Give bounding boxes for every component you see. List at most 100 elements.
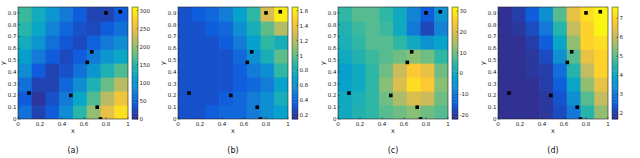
y-tick (498, 12, 500, 13)
colorbar-tick-label: 20 (460, 29, 467, 35)
heat-cell (261, 49, 275, 64)
colorbar-slice (612, 94, 618, 97)
colorbar-tick (457, 73, 459, 74)
heat-cell (219, 21, 233, 36)
heat-cell (247, 105, 261, 119)
heat-cell (421, 7, 435, 22)
heat-cell (393, 7, 407, 22)
y-tick-label: 0.5 (8, 57, 17, 63)
colorbar-slice (132, 74, 138, 77)
colorbar-slice (132, 88, 138, 91)
colorbar-slice (132, 10, 138, 13)
y-tick-label: 0.6 (488, 45, 497, 51)
y-tick-label: 0.8 (328, 22, 337, 28)
colorbar-tick-label: 5 (620, 53, 624, 59)
x-tick (40, 117, 41, 119)
x-tick (222, 117, 223, 119)
y-axis-label: y (159, 61, 167, 65)
heat-cell (498, 21, 512, 36)
colorbar-tick-label: 0 (140, 116, 144, 122)
colorbar-slice (452, 41, 458, 44)
colorbar-tick-label: 200 (140, 44, 151, 50)
colorbar-tick-label: 250 (140, 26, 151, 32)
heat-cell (366, 21, 380, 36)
colorbar-slice (452, 91, 458, 94)
colorbar-slice (612, 21, 618, 24)
heat-cell (421, 35, 435, 50)
caption: (d) (547, 146, 558, 155)
y-tick (178, 71, 180, 72)
heat-cell (553, 105, 567, 119)
x-tick-label: 0.6 (400, 121, 409, 127)
colorbar-slice (132, 108, 138, 111)
colorbar-slice (292, 55, 298, 58)
y-tick (338, 107, 340, 108)
x-tick (128, 117, 129, 119)
y-axis-label: y (0, 61, 7, 65)
heat-cell (526, 77, 540, 92)
heat-cell (192, 21, 206, 36)
x-tick (288, 117, 289, 119)
colorbar-tick-label: 1.6 (300, 8, 309, 14)
heat-cell (338, 21, 352, 36)
colorbar-slice (292, 77, 298, 80)
colorbar-tick (457, 94, 459, 95)
heat-cell (206, 49, 220, 64)
colorbar-tick (297, 25, 299, 26)
heat-cell (581, 35, 595, 50)
x-tick-label: 0.4 (538, 121, 547, 127)
colorbar-slice (292, 94, 298, 97)
heat-cell (32, 35, 46, 50)
heat-cell (274, 49, 288, 64)
heat-cell (46, 21, 60, 36)
sample-point (229, 94, 233, 98)
heat-cell (434, 63, 448, 78)
x-tick-label: 0.2 (196, 121, 205, 127)
heat-cell (553, 21, 567, 36)
colorbar-slice (612, 49, 618, 52)
heat-cell (233, 7, 247, 22)
x-tick (360, 117, 361, 119)
heat-cell (87, 77, 101, 92)
colorbar-slice (292, 99, 298, 102)
colorbar-slice (292, 15, 298, 18)
colorbar-slice (292, 10, 298, 13)
colorbar-slice (612, 32, 618, 35)
sample-point (264, 11, 268, 15)
colorbar-slice (612, 15, 618, 18)
colorbar-tick-label: -20 (460, 112, 469, 118)
x-tick-label: 1 (446, 121, 450, 127)
colorbar-slice (612, 91, 618, 94)
heat-cell (539, 21, 553, 36)
sample-point (69, 94, 73, 98)
heat-cell (379, 21, 393, 36)
colorbar-slice (292, 83, 298, 86)
heat-cell (526, 49, 540, 64)
heat-cell (233, 63, 247, 78)
y-tick (178, 48, 180, 49)
heat-cell (434, 105, 448, 119)
colorbar-slice (132, 91, 138, 94)
colorbar-slice (612, 83, 618, 86)
colorbar-slice (452, 52, 458, 55)
colorbar-slice (452, 32, 458, 35)
heat-cell (512, 21, 526, 36)
colorbar-slice (132, 57, 138, 60)
y-tick (18, 60, 20, 61)
heat-cell (338, 63, 352, 78)
colorbar-tick (617, 37, 619, 38)
heat-cell (352, 21, 366, 36)
colorbar-tick-label: 0.8 (300, 67, 309, 73)
heat-cell (46, 63, 60, 78)
heat-cell (233, 35, 247, 50)
colorbar-slice (452, 113, 458, 116)
colorbar-tick (297, 115, 299, 116)
heat-cell (114, 7, 128, 22)
x-tick-label: 0.8 (102, 121, 111, 127)
y-tick (18, 107, 20, 108)
colorbar-tick (137, 100, 139, 101)
x-tick (586, 117, 587, 119)
y-tick (498, 36, 500, 37)
y-tick (178, 83, 180, 84)
heat-cell (73, 21, 87, 36)
